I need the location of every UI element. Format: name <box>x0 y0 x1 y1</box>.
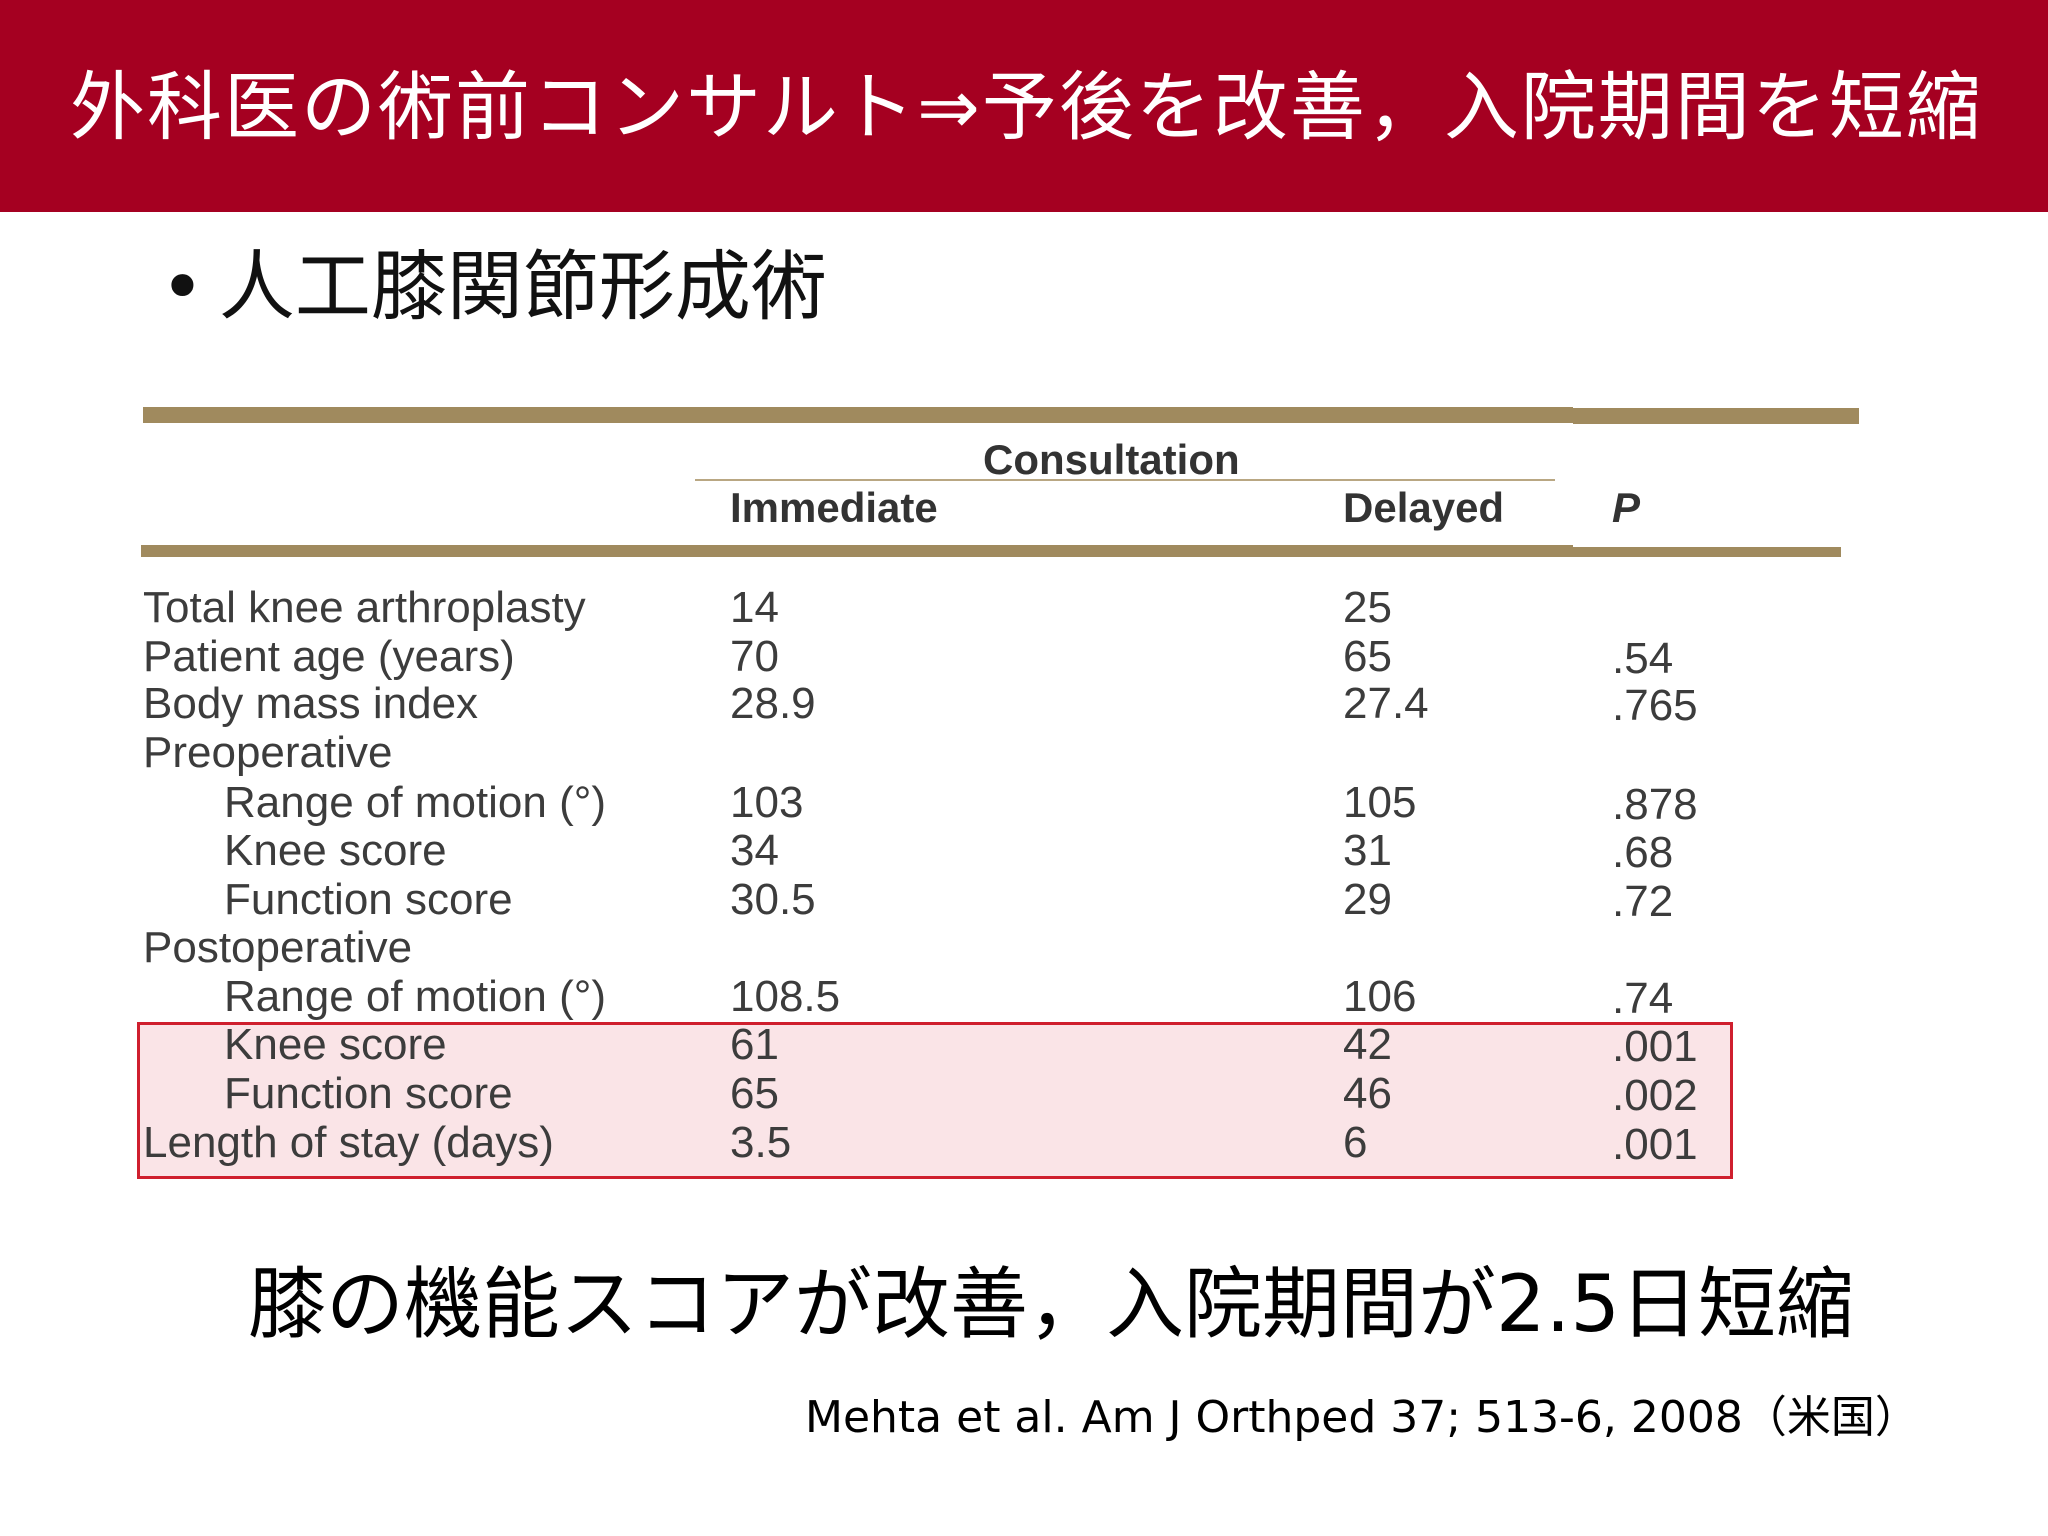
table-row-label: Function score <box>224 875 513 924</box>
table-cell-delayed: 31 <box>1343 826 1392 875</box>
bullet-text: 人工膝関節形成術 <box>218 242 827 331</box>
slide-title: 外科医の術前コンサルト⇒予後を改善，入院期間を短縮 <box>70 63 1983 151</box>
table-cell-immediate: 108.5 <box>730 972 841 1021</box>
table-cell-delayed: 29 <box>1343 875 1392 924</box>
table-cell-immediate: 103 <box>730 778 804 827</box>
table-cell-delayed: 106 <box>1343 972 1417 1021</box>
table-row-label: Preoperative <box>143 728 393 777</box>
citation-text: Mehta et al. Am J Orthped 37; 513-6, 200… <box>805 1392 1919 1443</box>
delayed-header: Delayed <box>1343 484 1505 531</box>
table-header-rule-p <box>1573 547 1841 557</box>
table-top-rule-p <box>1573 408 1859 424</box>
table-cell-delayed: 42 <box>1343 1020 1392 1069</box>
bullet-item: • 人工膝関節形成術 <box>160 232 827 342</box>
table-cell-delayed: 6 <box>1343 1118 1368 1167</box>
table-cell-p: .74 <box>1612 974 1674 1023</box>
table-cell-p: .002 <box>1612 1071 1698 1120</box>
table-cell-p: .001 <box>1612 1022 1698 1071</box>
table-header-rule <box>141 545 1573 557</box>
table-cell-immediate: 30.5 <box>730 875 816 924</box>
immediate-header: Immediate <box>730 484 938 531</box>
table-row-label: Postoperative <box>143 923 413 972</box>
table-row-label: Function score <box>224 1069 513 1118</box>
p-header: P <box>1612 484 1641 531</box>
title-bar: 外科医の術前コンサルト⇒予後を改善，入院期間を短縮 <box>0 0 2048 212</box>
table-row-label: Total knee arthroplasty <box>143 583 586 632</box>
table-cell-delayed: 105 <box>1343 778 1417 827</box>
table-row-label: Length of stay (days) <box>143 1118 554 1167</box>
table-cell-delayed: 25 <box>1343 583 1392 632</box>
table-cell-immediate: 34 <box>730 826 779 875</box>
table-cell-immediate: 70 <box>730 632 779 681</box>
table-row-label: Body mass index <box>143 679 479 728</box>
table-cell-p: .68 <box>1612 828 1674 877</box>
consultation-rule <box>695 479 1555 481</box>
table-cell-delayed: 46 <box>1343 1069 1392 1118</box>
bullet-dot-icon: • <box>160 242 205 331</box>
table-top-rule <box>143 407 1573 423</box>
table-cell-p: .878 <box>1612 780 1698 829</box>
table-cell-p: .765 <box>1612 681 1698 730</box>
table-row-label: Range of motion (°) <box>224 972 606 1021</box>
table-cell-p: .72 <box>1612 877 1674 926</box>
table-row-label: Range of motion (°) <box>224 778 606 827</box>
consultation-header: Consultation <box>983 436 1240 483</box>
table-row-label: Patient age (years) <box>143 632 515 681</box>
table-cell-immediate: 14 <box>730 583 779 632</box>
highlight-box <box>137 1022 1733 1179</box>
table-cell-p: .001 <box>1612 1120 1698 1169</box>
conclusion-text: 膝の機能スコアが改善，入院期間が2.5日短縮 <box>248 1260 1855 1350</box>
table-cell-immediate: 61 <box>730 1020 779 1069</box>
table-row-label: Knee score <box>224 1020 447 1069</box>
table-cell-p: .54 <box>1612 634 1674 683</box>
table-cell-delayed: 27.4 <box>1343 679 1429 728</box>
table-cell-immediate: 3.5 <box>730 1118 792 1167</box>
table-cell-delayed: 65 <box>1343 632 1392 681</box>
table-cell-immediate: 28.9 <box>730 679 816 728</box>
table-row-label: Knee score <box>224 826 447 875</box>
table-cell-immediate: 65 <box>730 1069 779 1118</box>
